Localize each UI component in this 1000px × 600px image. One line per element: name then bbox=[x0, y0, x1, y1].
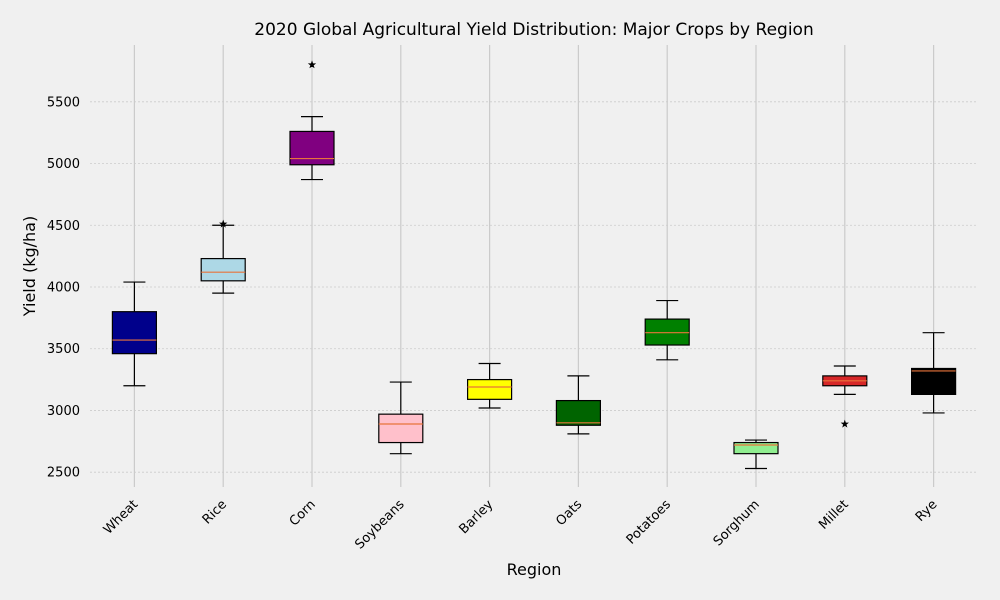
iqr-box bbox=[289, 130, 335, 166]
box-potatoes bbox=[644, 299, 690, 361]
outlier-point bbox=[307, 60, 317, 69]
y-tick-label: 5500 bbox=[47, 95, 80, 110]
box-corn bbox=[289, 60, 335, 181]
box-millet bbox=[822, 365, 868, 428]
box-oats bbox=[555, 375, 602, 435]
outlier-point bbox=[219, 219, 228, 228]
y-tick-label: 3500 bbox=[47, 342, 80, 357]
iqr-box bbox=[644, 318, 690, 346]
iqr-box bbox=[200, 257, 246, 282]
y-tick-label: 4500 bbox=[47, 219, 80, 234]
box-wheat bbox=[111, 281, 158, 387]
box-rice bbox=[200, 219, 246, 294]
iqr-box bbox=[111, 311, 158, 355]
y-tick-label: 5000 bbox=[47, 157, 80, 172]
box-sorghum bbox=[733, 439, 779, 470]
box-layer bbox=[111, 60, 957, 470]
outlier-point bbox=[840, 419, 849, 428]
iqr-box bbox=[555, 399, 602, 426]
y-tick-label: 2500 bbox=[47, 466, 80, 481]
iqr-box bbox=[467, 378, 513, 400]
iqr-box bbox=[378, 413, 424, 444]
chart-title: 2020 Global Agricultural Yield Distribut… bbox=[254, 20, 813, 40]
y-tick-label: 4000 bbox=[47, 280, 80, 295]
box-rye bbox=[910, 332, 957, 414]
iqr-box bbox=[910, 367, 957, 396]
box-barley bbox=[467, 362, 513, 409]
x-axis-label: Region bbox=[507, 560, 562, 579]
y-axis-label: Yield (kg/ha) bbox=[20, 216, 39, 317]
iqr-box bbox=[733, 441, 779, 455]
y-tick-label: 3000 bbox=[47, 404, 80, 419]
box-soybeans bbox=[378, 381, 424, 455]
